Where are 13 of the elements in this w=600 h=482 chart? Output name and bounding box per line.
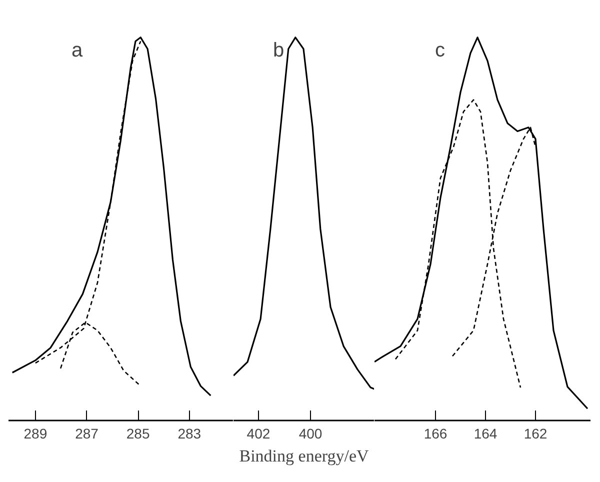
x-axis-title: Binding energy/eV (239, 446, 370, 466)
chart-title: b (272, 39, 284, 62)
x-tick-label: 283 (178, 426, 202, 442)
x-tick-label: 400 (298, 426, 322, 442)
chart-title: a (72, 39, 84, 62)
x-tick-label: 162 (524, 426, 548, 442)
x-tick-label: 164 (474, 426, 498, 442)
x-tick-label: 287 (75, 426, 99, 442)
x-tick-label: 289 (24, 426, 48, 442)
x-tick-label: 402 (246, 426, 270, 442)
x-tick-label: 166 (424, 426, 448, 442)
chart-title: c (434, 39, 445, 62)
x-tick-label: 285 (126, 426, 150, 442)
